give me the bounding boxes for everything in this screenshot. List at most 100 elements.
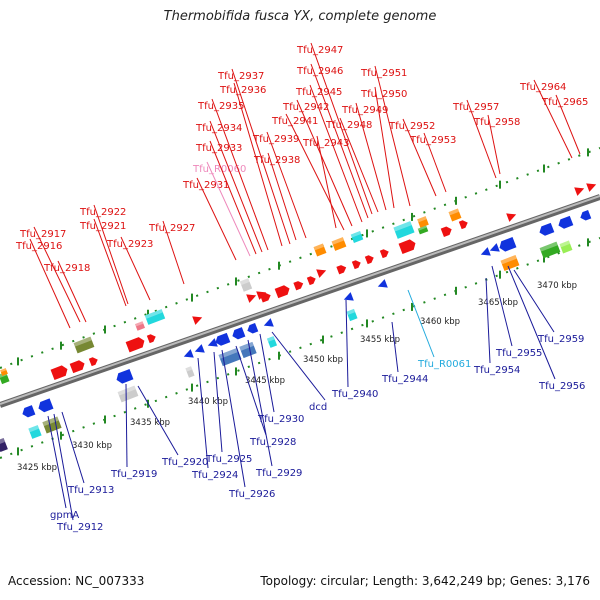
gene-feature-box (28, 425, 42, 439)
forward-gene-label-leader (355, 102, 387, 211)
forward-gene-label: Tfu_2942 (282, 102, 329, 113)
forward-cds-small-arrow-shape (586, 183, 597, 192)
reverse-cds-small-arrow-shape (263, 318, 274, 327)
forward-gene-label: Tfu_2952 (388, 121, 435, 132)
reverse-gene-label-leader (491, 265, 513, 347)
forward-gene-label: Tfu_2935 (197, 101, 244, 112)
reverse-gene-label-leader (507, 265, 556, 380)
forward-cds-arrow (125, 337, 145, 353)
kbp-scale-label: 3425 kbp (17, 463, 57, 473)
gene-feature-box-shape (239, 278, 253, 292)
forward-gene-label: Tfu_2957 (452, 102, 499, 113)
forward-gene-label-leader (555, 94, 581, 155)
reverse-cds-arrow-shape (539, 222, 555, 236)
map-title: Thermobifida fusca YX, complete genome (163, 9, 437, 24)
forward-gene-label: Tfu_2964 (519, 82, 566, 93)
forward-gene-label-leader (296, 99, 353, 227)
forward-gene-label-leader (316, 135, 337, 229)
reverse-gene-label: Tfu_R0061 (417, 359, 471, 370)
gene-feature-box (539, 241, 561, 259)
reverse-gene-label-leader (61, 411, 85, 484)
forward-cds-arrow (50, 365, 68, 381)
reverse-gene-label: Tfu_2925 (205, 454, 252, 465)
gene-feature-box-shine (185, 366, 193, 372)
reverse-cds-small-arrow (377, 279, 388, 288)
gene-feature-box (350, 231, 364, 243)
reverse-cds-arrow (116, 368, 134, 384)
reverse-cds-arrow (215, 332, 231, 346)
forward-gene-label-leader (402, 118, 437, 197)
reverse-gene-label-leader (247, 339, 273, 467)
gene-feature-box-shine (350, 231, 362, 238)
forward-cds-small-arrow-shape (192, 316, 203, 325)
gene-feature-box (417, 225, 429, 235)
gene-feature-box-shape (0, 368, 8, 376)
forward-gene-label-leader (374, 86, 395, 209)
reverse-cds-arrow-shape (22, 405, 36, 418)
forward-cds-arrow-shape (274, 285, 290, 299)
gene-feature-box (500, 254, 520, 272)
forward-gene-label-leader (120, 236, 151, 301)
topology-text: Topology: circular; Length: 3,642,249 bp… (260, 574, 590, 588)
reverse-cds-arrow (22, 405, 36, 418)
forward-cds-arrow-shape (50, 365, 68, 381)
forward-gene-label: Tfu_2931 (182, 180, 229, 191)
forward-cds-arrow-shape (125, 337, 145, 353)
gene-feature-box-shape (417, 216, 429, 228)
kbp-scale-label: 3440 kbp (188, 397, 228, 407)
forward-gene-label-leader (211, 98, 269, 251)
forward-cds-arrow (69, 360, 85, 374)
forward-cds-arrow (398, 239, 416, 255)
forward-cds-arrow (440, 226, 452, 237)
reverse-gene-label: Tfu_2959 (537, 334, 584, 345)
kbp-scale-label: 3450 kbp (303, 355, 343, 365)
gene-feature-box-shape (500, 254, 520, 272)
reverse-cds-small-arrow (343, 292, 354, 301)
gene-feature-box-shape (539, 241, 561, 259)
forward-gene-label: Tfu_2927 (148, 223, 195, 234)
forward-cds-arrow (146, 334, 156, 344)
gene-feature-box-shape (350, 231, 364, 243)
kbp-scale-label: 3445 kbp (245, 376, 285, 386)
reverse-cds-small-arrow (194, 344, 205, 353)
forward-gene-label: Tfu_2947 (296, 45, 343, 56)
reverse-cds-small-arrow (480, 247, 491, 256)
gene-feature-box-shine (539, 241, 558, 252)
gene-feature-box (73, 336, 95, 354)
forward-gene-label-leader (57, 260, 87, 323)
forward-gene-label-leader (209, 140, 257, 255)
genome-backbone-highlight (0, 195, 600, 405)
forward-gene-label: Tfu_2941 (271, 116, 318, 127)
reverse-gene-label: Tfu_2924 (191, 470, 238, 481)
forward-gene-label: Tfu_2953 (409, 135, 456, 146)
forward-gene-label: Tfu_2938 (253, 155, 300, 166)
gene-feature-box (559, 240, 573, 254)
forward-gene-label: Tfu_2917 (19, 229, 66, 240)
forward-cds-arrow (306, 276, 316, 286)
kbp-scale-label: 3430 kbp (72, 441, 112, 451)
forward-cds-small-arrow (316, 269, 327, 278)
forward-cds-arrow (336, 265, 347, 275)
reverse-gene-label-leader (391, 321, 399, 373)
forward-gene-label: Tfu_2958 (473, 117, 520, 128)
forward-cds-small-arrow (506, 213, 517, 222)
forward-gene-label-leader (487, 114, 501, 175)
gene-feature-box-shape (313, 243, 327, 257)
gene-feature-box-shine (331, 237, 345, 245)
forward-cds-arrow-shape (398, 239, 416, 255)
reverse-gene-label: Tfu_2913 (67, 485, 114, 496)
forward-gene-label: Tfu_2949 (341, 105, 388, 116)
reverse-gene-label-leader (259, 333, 275, 413)
gene-feature-box-shine (500, 254, 517, 265)
reverse-gene-label-leader (137, 385, 179, 456)
gene-feature-box (313, 243, 327, 257)
forward-gene-label-leader (33, 226, 81, 323)
forward-gene-label-leader (266, 131, 307, 239)
forward-cds-small-arrow-shape (574, 187, 585, 196)
reverse-cds-arrow (539, 222, 555, 236)
forward-gene-label: Tfu_2937 (217, 71, 264, 82)
reverse-cds-small-arrow (207, 338, 218, 347)
forward-gene-label-leader (533, 79, 573, 159)
forward-cds-small-arrow-shape (246, 294, 257, 303)
forward-cds-arrow-shape (379, 249, 389, 259)
